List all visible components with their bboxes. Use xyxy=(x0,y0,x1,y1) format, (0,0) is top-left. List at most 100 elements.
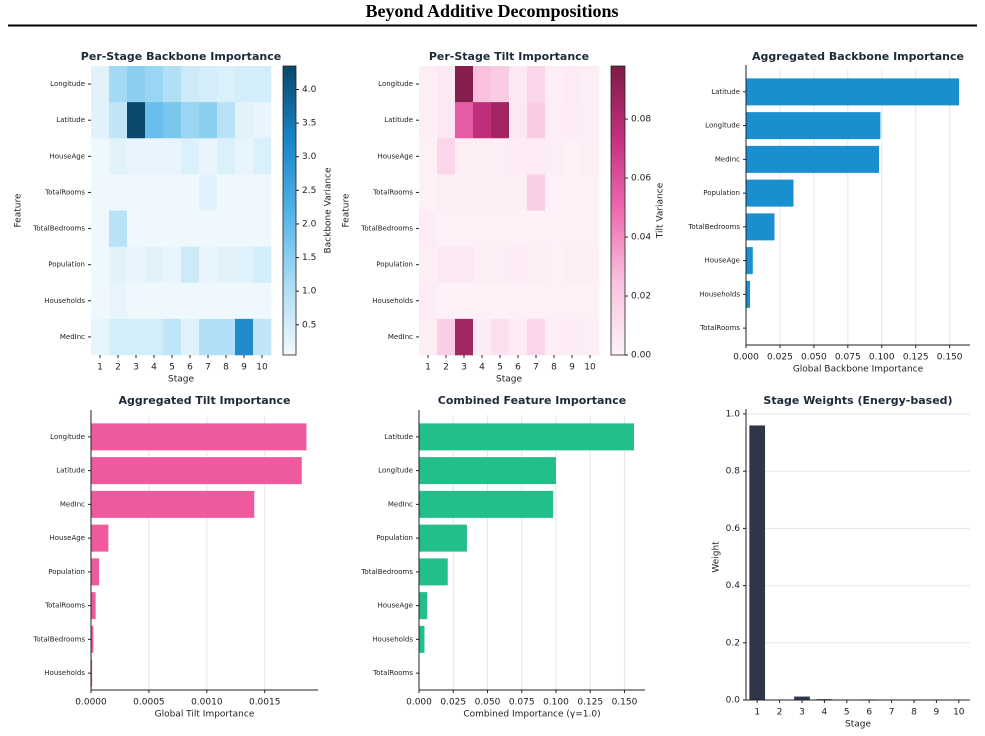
heat-cell xyxy=(491,210,510,247)
heat-cell xyxy=(199,138,218,175)
y-tick-label: MedInc xyxy=(60,500,85,508)
y-tick-label: TotalBedrooms xyxy=(360,225,413,233)
x-tick-label: 0.025 xyxy=(767,353,793,363)
heat-cell xyxy=(545,66,564,103)
y-tick-label: Population xyxy=(376,261,413,269)
figure-title: Beyond Additive Decompositions xyxy=(365,1,618,21)
y-tick-label: Households xyxy=(44,669,85,677)
heat-cell xyxy=(127,282,146,320)
heat-cell xyxy=(199,174,218,211)
heat-cell xyxy=(199,246,218,284)
x-tick-label: 6 xyxy=(515,363,521,373)
x-tick-label: 0.050 xyxy=(475,698,501,708)
x-tick-label: 0.0015 xyxy=(249,698,281,708)
heat-cell xyxy=(217,282,236,320)
y-tick-label: 0.0 xyxy=(726,696,741,706)
x-tick-label: 8 xyxy=(223,363,229,373)
bar xyxy=(91,457,302,485)
chart-title: Aggregated Tilt Importance xyxy=(119,394,291,407)
heat-cell xyxy=(163,282,182,320)
y-tick-label: HouseAge xyxy=(378,152,413,160)
x-tick-label: 7 xyxy=(533,363,539,373)
colorbar-tick-label: 0.00 xyxy=(631,351,651,361)
heat-cell xyxy=(419,66,438,103)
y-tick-label: TotalBedrooms xyxy=(687,223,740,231)
heat-cell xyxy=(437,282,456,320)
bar xyxy=(91,625,94,653)
heat-cell xyxy=(419,102,438,139)
colorbar-tick-label: 3.5 xyxy=(302,119,316,129)
y-tick-label: TotalRooms xyxy=(372,669,413,677)
y-axis-label: Feature xyxy=(14,193,24,227)
heat-cell xyxy=(563,246,582,284)
heat-cell xyxy=(235,246,254,284)
heat-cell xyxy=(527,246,546,284)
heat-cell xyxy=(163,210,182,247)
heat-cell xyxy=(163,66,182,103)
bar xyxy=(91,659,93,687)
y-tick-label: MedInc xyxy=(60,333,85,341)
heat-cell xyxy=(473,174,492,211)
heat-cell xyxy=(473,282,492,320)
x-axis-label: Stage xyxy=(845,720,871,730)
y-tick-label: TotalRooms xyxy=(44,602,85,610)
colorbar-tick-label: 4.0 xyxy=(302,85,317,95)
heat-cell xyxy=(527,102,546,139)
bar xyxy=(419,625,425,653)
heat-cell xyxy=(181,210,200,247)
heat-cell xyxy=(491,174,510,211)
heat-cell xyxy=(563,66,582,103)
y-tick-label: 0.4 xyxy=(726,581,741,591)
heat-cell xyxy=(563,138,582,175)
colorbar-tick-label: 0.5 xyxy=(302,320,316,330)
heat-cell xyxy=(127,102,146,139)
colorbar-tick-label: 3.0 xyxy=(302,152,317,162)
heat-cell xyxy=(581,318,600,356)
x-tick-label: 0.0005 xyxy=(133,698,165,708)
y-tick-label: Latitude xyxy=(56,116,85,124)
heat-cell xyxy=(455,246,474,284)
heat-cell xyxy=(563,102,582,139)
heat-cell xyxy=(217,102,236,139)
y-tick-label: Longitude xyxy=(50,80,85,88)
heat-cell xyxy=(163,138,182,175)
colorbar-tick-label: 0.04 xyxy=(631,233,651,243)
heat-cell xyxy=(419,282,438,320)
bar xyxy=(419,592,428,620)
heat-cell xyxy=(419,318,438,356)
colorbar-label: Tilt Variance xyxy=(656,182,666,239)
heat-cell xyxy=(199,210,218,247)
heat-cell xyxy=(563,210,582,247)
heat-cell xyxy=(91,66,110,103)
colorbar-tick-label: 2.0 xyxy=(302,219,317,229)
heat-cell xyxy=(127,246,146,284)
x-tick-label: 0.025 xyxy=(440,698,466,708)
x-tick-label: 1 xyxy=(425,363,431,373)
y-tick-label: Latitude xyxy=(384,433,413,441)
heat-cell xyxy=(217,66,236,103)
heat-cell xyxy=(217,246,236,284)
heat-cell xyxy=(253,174,272,211)
chart-title: Per-Stage Tilt Importance xyxy=(429,50,589,63)
chart-title: Combined Feature Importance xyxy=(438,394,626,407)
bar xyxy=(91,524,109,552)
y-tick-label: Population xyxy=(376,534,413,542)
heat-cell xyxy=(473,66,492,103)
y-tick-label: Latitude xyxy=(384,116,413,124)
x-tick-label: 0.050 xyxy=(801,353,827,363)
y-tick-label: HouseAge xyxy=(705,257,740,265)
heat-cell xyxy=(437,246,456,284)
heat-cell xyxy=(455,210,474,247)
heat-cell xyxy=(473,246,492,284)
x-axis-label: Combined Importance (γ=1.0) xyxy=(463,710,600,720)
heat-cell xyxy=(473,102,492,139)
heat-cell xyxy=(199,102,218,139)
bar xyxy=(419,490,554,518)
y-axis-label: Weight xyxy=(712,541,722,573)
heat-cell xyxy=(455,102,474,139)
y-tick-label: 1.0 xyxy=(726,410,741,420)
heat-cell xyxy=(581,174,600,211)
heat-cell xyxy=(545,102,564,139)
heat-cell xyxy=(145,102,164,139)
bar xyxy=(746,280,751,308)
